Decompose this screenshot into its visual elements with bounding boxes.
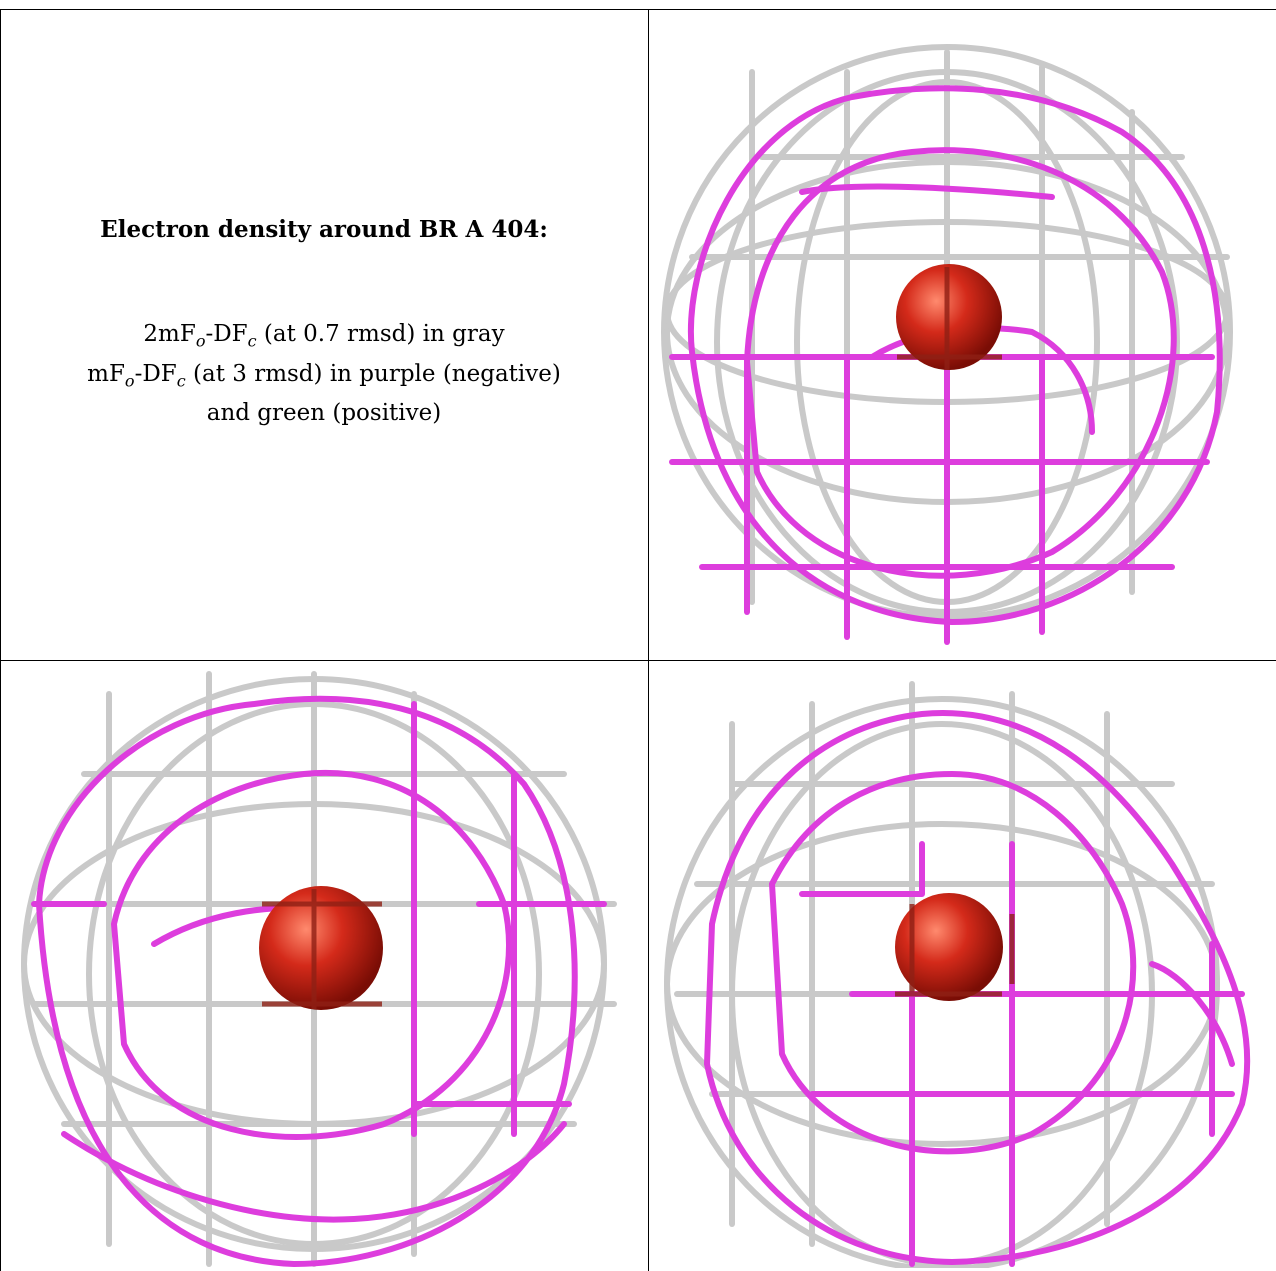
border-left <box>0 9 1 1271</box>
mesh-view-top-right <box>661 44 1233 645</box>
mesh-view-bottom-right <box>664 681 1251 1268</box>
border-middle <box>0 660 1276 661</box>
bromine-atom <box>895 893 1003 1001</box>
figure-description: 2mFo-DFc (at 0.7 rmsd) in gray mFo-DFc (… <box>0 318 648 430</box>
bromine-atom <box>259 886 383 1010</box>
border-top <box>0 9 1276 10</box>
caption-cell: Electron density around BR A 404: 2mFo-D… <box>0 0 648 660</box>
mesh-view-bottom-left <box>21 671 617 1267</box>
legend-green-line: and green (positive) <box>206 400 442 427</box>
legend-purple-line: mFo-DFc (at 3 rmsd) in purple (negative) <box>87 360 561 391</box>
legend-gray-line: 2mFo-DFc (at 0.7 rmsd) in gray <box>143 321 505 351</box>
border-center <box>648 9 649 1271</box>
figure-title: Electron density around BR A 404: <box>100 216 548 243</box>
